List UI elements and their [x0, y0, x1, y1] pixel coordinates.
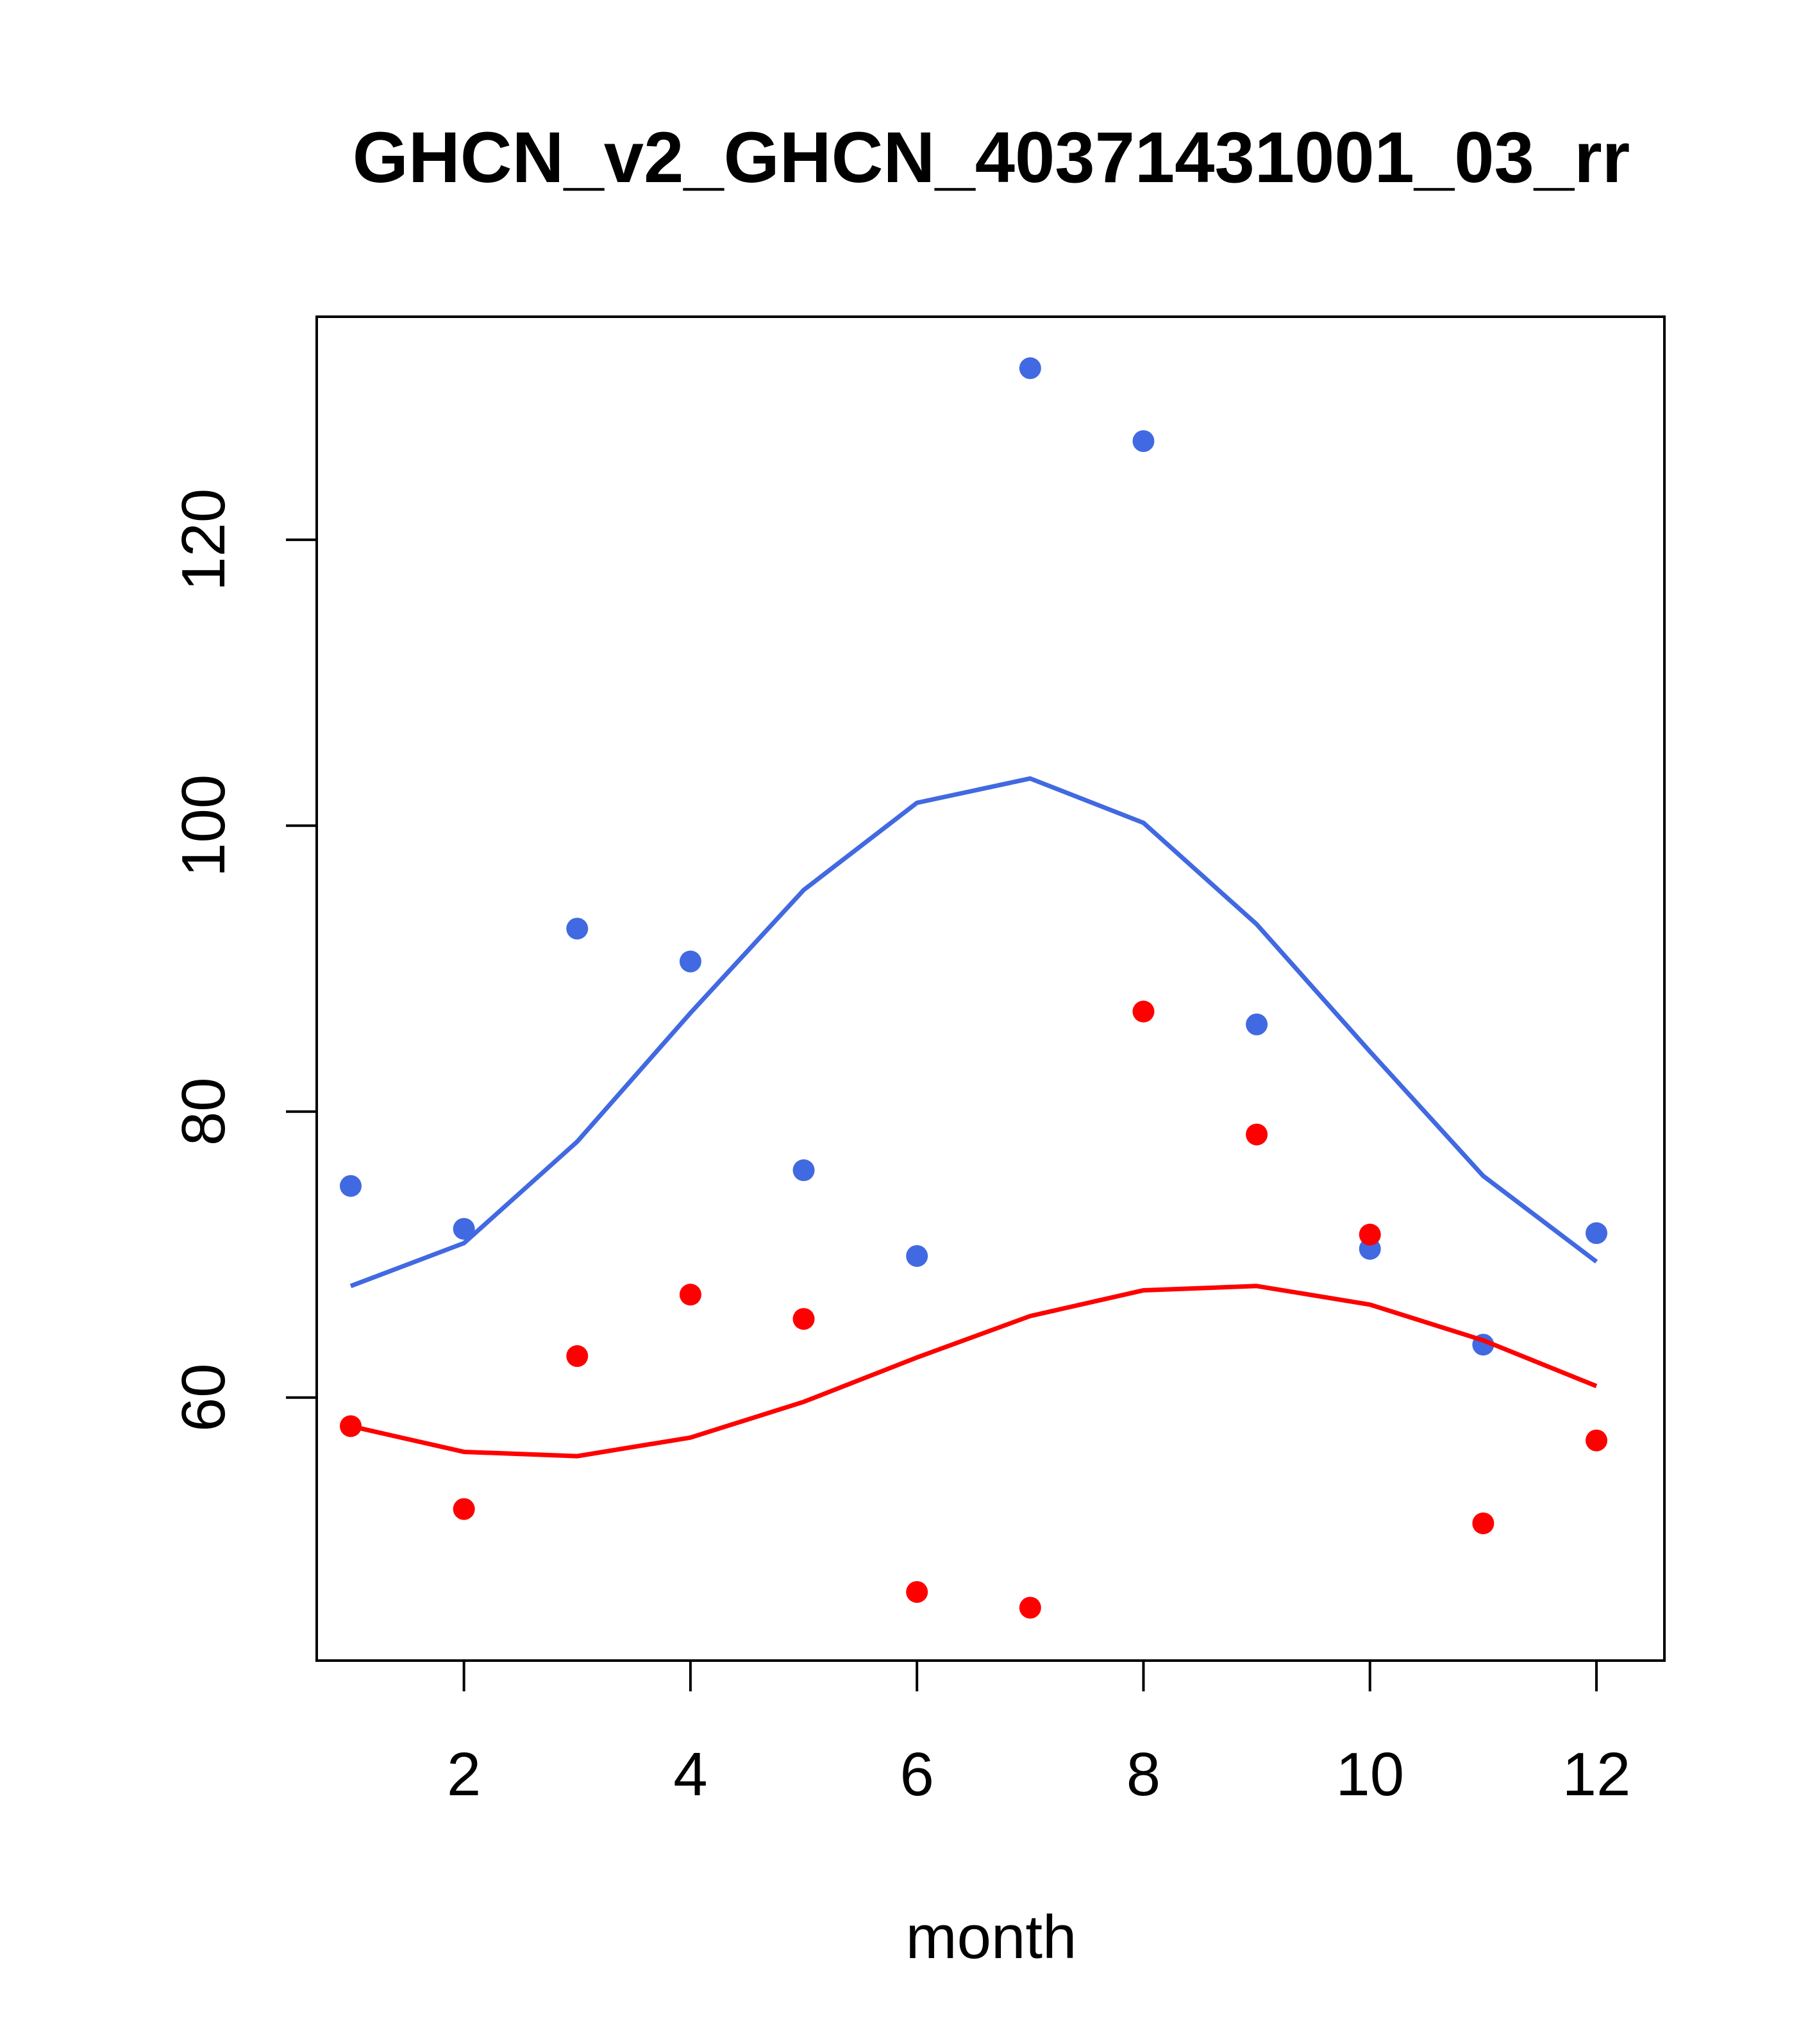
data-point: [1132, 430, 1155, 452]
data-point: [792, 1159, 815, 1182]
data-point: [339, 1175, 362, 1197]
x-tick-label: 12: [1562, 1740, 1631, 1809]
data-point: [1019, 1596, 1041, 1619]
data-point: [566, 1345, 589, 1368]
data-point: [906, 1244, 928, 1267]
data-point: [792, 1308, 815, 1330]
series-line: [350, 1284, 1598, 1459]
y-tick-label: 100: [169, 775, 238, 877]
data-point: [1246, 1123, 1268, 1146]
data-point: [1359, 1223, 1381, 1246]
data-point: [1132, 1000, 1155, 1023]
data-point: [453, 1498, 475, 1520]
data-point: [906, 1580, 928, 1603]
plot-frame: [315, 315, 1666, 1662]
x-tick-label: 10: [1336, 1740, 1404, 1809]
x-tick-label: 2: [447, 1740, 481, 1809]
data-point: [679, 950, 701, 973]
y-axis: 60 80 100 120: [169, 489, 317, 1432]
data-point: [1586, 1429, 1608, 1452]
x-tick-label: 6: [900, 1740, 934, 1809]
series-0: [339, 357, 1608, 1356]
x-tick-label: 4: [673, 1740, 707, 1809]
chart-title: GHCN_v2_GHCN_40371431001_03_rr: [353, 117, 1630, 197]
x-tick-label: 8: [1126, 1740, 1160, 1809]
data-point: [1246, 1013, 1268, 1035]
series-line: [349, 776, 1598, 1289]
data-point: [453, 1218, 475, 1240]
series-layer: [339, 357, 1608, 1619]
x-axis-label: month: [906, 1903, 1077, 1972]
data-point: [1472, 1512, 1495, 1534]
data-point: [339, 1415, 362, 1437]
data-point: [1586, 1222, 1608, 1244]
y-tick-label: 60: [169, 1363, 238, 1432]
series-1: [339, 1000, 1608, 1619]
y-tick-label: 80: [169, 1077, 238, 1146]
x-axis: 2 4 6 8 10 12: [447, 1661, 1630, 1809]
data-point: [566, 917, 589, 940]
data-point: [679, 1284, 701, 1306]
data-point: [1019, 357, 1041, 380]
y-tick-label: 120: [169, 489, 238, 591]
